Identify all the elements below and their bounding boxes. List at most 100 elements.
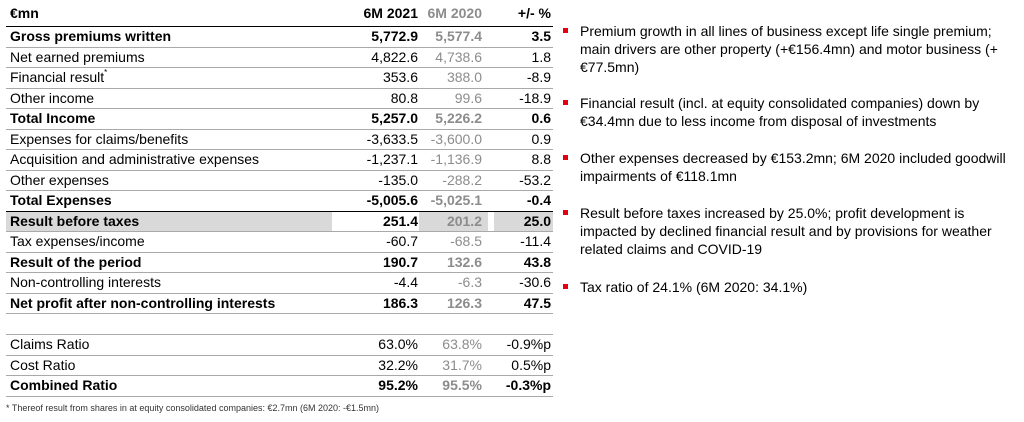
value-change: -18.9 xyxy=(519,89,551,106)
value-6m-2021: 190.7 xyxy=(382,253,418,270)
value-change: 0.5%p xyxy=(511,356,551,373)
bullet-square-icon xyxy=(563,100,568,105)
row-label-text: Combined Ratio xyxy=(10,377,118,393)
table-row: Financial result* 353.6 388.0 -8.9 xyxy=(6,68,553,89)
footnote-marker: * xyxy=(104,68,108,77)
table-row: Net profit after non-controlling interes… xyxy=(6,294,553,314)
value-6m-2021: -60.7 xyxy=(386,233,418,249)
row-label-text: Non-controlling interests xyxy=(10,274,161,290)
value-6m-2021: -5,005.6 xyxy=(366,192,418,208)
row-label: Claims Ratio xyxy=(10,335,89,354)
value-6m-2021: 80.8 xyxy=(390,89,418,106)
value-6m-2020: 201.2 xyxy=(446,212,482,229)
value-6m-2020: 31.7% xyxy=(442,356,482,373)
row-label-text: Total Income xyxy=(10,110,96,126)
table-row: Other income 80.8 99.6 -18.9 xyxy=(6,89,553,109)
value-change: -0.4 xyxy=(526,192,551,208)
value-6m-2021: 353.6 xyxy=(382,69,418,85)
row-label: Net profit after non-controlling interes… xyxy=(10,294,275,313)
row-label-text: Acquisition and administrative expenses xyxy=(10,151,260,167)
row-label: Result of the period xyxy=(10,253,141,272)
bullet-square-icon xyxy=(563,155,568,160)
value-6m-2021: -135.0 xyxy=(378,171,418,188)
table-row: Cost Ratio 32.2% 31.7% 0.5%p xyxy=(6,356,553,376)
table-row: Gross premiums written 5,772.9 5,577.4 3.5 xyxy=(6,27,553,48)
bullet-square-icon xyxy=(563,28,568,33)
value-6m-2021: 4,822.6 xyxy=(371,48,418,65)
table-row: Tax expenses/income -60.7 -68.5 -11.4 xyxy=(6,232,553,253)
bullet-text: Result before taxes increased by 25.0%; … xyxy=(580,205,992,257)
value-6m-2020: -5,025.1 xyxy=(430,192,482,208)
row-label: Cost Ratio xyxy=(10,356,75,375)
row-label: Other income xyxy=(10,89,94,108)
bullet-text: Premium growth in all lines of business … xyxy=(580,23,998,75)
value-6m-2020: 126.3 xyxy=(446,294,482,311)
row-label-text: Total Expenses xyxy=(10,192,112,208)
row-label-text: Expenses for claims/benefits xyxy=(10,130,189,147)
income-statement-rows: Gross premiums written 5,772.9 5,577.4 3.5 N… xyxy=(6,27,553,314)
header-change: +/- % xyxy=(517,5,551,21)
value-6m-2020: -3,600.0 xyxy=(430,130,482,147)
row-label-text: Claims Ratio xyxy=(10,336,90,352)
value-6m-2021: 186.3 xyxy=(382,294,418,311)
value-change: 0.9 xyxy=(531,130,551,147)
row-label: Total Expenses xyxy=(10,191,112,210)
bullet-text: Other expenses decreased by €153.2mn; 6M… xyxy=(580,150,1006,184)
bullet-text: Financial result (incl. at equity consol… xyxy=(580,95,980,129)
table-row: Total Income 5,257.0 5,226.2 0.6 xyxy=(6,109,553,130)
row-highlight xyxy=(494,211,553,231)
value-6m-2021: 95.2% xyxy=(378,377,418,393)
value-change: 43.8 xyxy=(523,253,551,270)
value-6m-2020: 5,577.4 xyxy=(435,28,482,44)
table-row: Total Expenses -5,005.6 -5,025.1 -0.4 xyxy=(6,191,553,212)
row-label-text: Gross premiums written xyxy=(10,28,172,44)
value-change: 47.5 xyxy=(523,294,551,311)
table-row: Claims Ratio 63.0% 63.8% -0.9%p xyxy=(6,335,553,356)
row-label-text: Other income xyxy=(10,89,95,106)
bullet-item: Financial result (incl. at equity consol… xyxy=(563,94,1018,130)
row-label: Combined Ratio xyxy=(10,376,117,395)
table-row: Expenses for claims/benefits -3,633.5 -3,6… xyxy=(6,130,553,150)
value-6m-2021: -1,237.1 xyxy=(366,151,418,167)
ratio-rows: Claims Ratio 63.0% 63.8% -0.9%p Cost Ratio 32… xyxy=(6,335,553,397)
value-6m-2021: 251.4 xyxy=(382,212,418,229)
row-label: Total Income xyxy=(10,109,95,128)
value-6m-2020: 99.6 xyxy=(454,89,482,106)
bullet-text: Tax ratio of 24.1% (6M 2020: 34.1%) xyxy=(580,279,808,295)
table-spacer xyxy=(6,314,553,335)
value-6m-2020: 388.0 xyxy=(446,69,482,85)
value-change: 25.0 xyxy=(523,212,551,229)
value-change: -0.9%p xyxy=(506,336,551,352)
value-change: -53.2 xyxy=(519,171,551,188)
value-change: -30.6 xyxy=(519,274,551,290)
table-row: Combined Ratio 95.2% 95.5% -0.3%p xyxy=(6,376,553,397)
row-label: Non-controlling interests xyxy=(10,273,161,292)
value-change: -8.9 xyxy=(526,69,551,85)
bullet-item: Other expenses decreased by €153.2mn; 6M… xyxy=(563,149,1018,185)
row-label-text: Result of the period xyxy=(10,253,142,270)
row-label: Expenses for claims/benefits xyxy=(10,130,188,149)
bullet-item: Tax ratio of 24.1% (6M 2020: 34.1%) xyxy=(563,278,1018,296)
row-label-text: Net profit after non-controlling interes… xyxy=(10,294,276,311)
value-change: 1.8 xyxy=(531,48,551,65)
row-label-text: Cost Ratio xyxy=(10,356,76,373)
row-label-text: Tax expenses/income xyxy=(10,233,145,249)
value-6m-2020: -1,136.9 xyxy=(430,151,482,167)
value-change: 3.5 xyxy=(531,28,551,44)
value-6m-2020: 5,226.2 xyxy=(435,110,482,126)
header-6m-2020: 6M 2020 xyxy=(427,5,482,21)
value-change: 8.8 xyxy=(531,151,551,167)
value-change: -0.3%p xyxy=(505,377,551,393)
row-label-text: Result before taxes xyxy=(10,212,140,229)
row-label: Tax expenses/income xyxy=(10,232,145,251)
value-6m-2020: -288.2 xyxy=(442,171,482,188)
table-row: Net earned premiums 4,822.6 4,738.6 1.8 xyxy=(6,48,553,68)
value-6m-2020: -68.5 xyxy=(450,233,482,249)
row-highlight xyxy=(6,211,332,231)
row-label-text: Net earned premiums xyxy=(10,48,145,65)
header-unit: €mn xyxy=(10,5,39,21)
bullet-item: Premium growth in all lines of business … xyxy=(563,22,1018,76)
value-6m-2020: 63.8% xyxy=(442,336,482,352)
value-6m-2021: 5,257.0 xyxy=(371,110,418,126)
row-label: Acquisition and administrative expenses xyxy=(10,150,259,169)
